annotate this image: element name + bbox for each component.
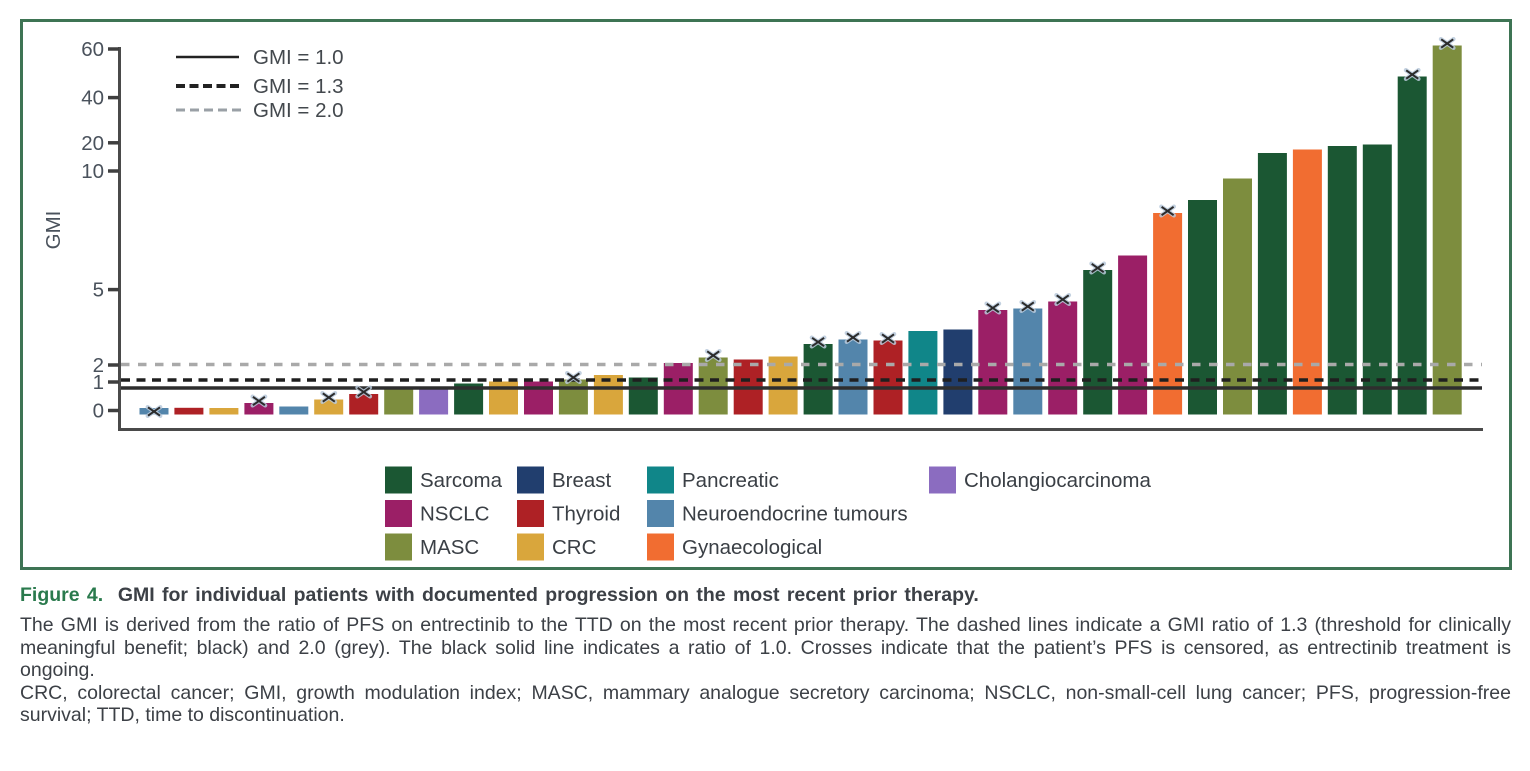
svg-text:NSCLC: NSCLC	[420, 503, 490, 526]
svg-text:GMI: GMI	[42, 211, 65, 250]
svg-text:Gynaecological: Gynaecological	[682, 536, 822, 559]
svg-text:MASC: MASC	[420, 536, 479, 559]
svg-text:0: 0	[93, 400, 104, 423]
svg-text:60: 60	[81, 38, 104, 61]
svg-text:GMI = 2.0: GMI = 2.0	[253, 99, 344, 122]
svg-text:GMI = 1.3: GMI = 1.3	[253, 75, 344, 98]
svg-text:20: 20	[81, 132, 104, 155]
svg-text:Pancreatic: Pancreatic	[682, 469, 779, 492]
svg-text:Neuroendocrine tumours: Neuroendocrine tumours	[682, 503, 908, 526]
svg-text:2: 2	[93, 354, 104, 377]
svg-text:40: 40	[81, 87, 104, 110]
svg-text:5: 5	[93, 279, 104, 302]
svg-text:1: 1	[93, 371, 104, 394]
svg-text:GMI = 1.0: GMI = 1.0	[253, 46, 344, 69]
svg-text:10: 10	[81, 160, 104, 183]
svg-text:Sarcoma: Sarcoma	[420, 469, 503, 492]
svg-text:Breast: Breast	[552, 469, 612, 492]
svg-text:Thyroid: Thyroid	[552, 503, 620, 526]
svg-text:CRC: CRC	[552, 536, 597, 559]
svg-text:Cholangiocarcinoma: Cholangiocarcinoma	[964, 469, 1151, 492]
